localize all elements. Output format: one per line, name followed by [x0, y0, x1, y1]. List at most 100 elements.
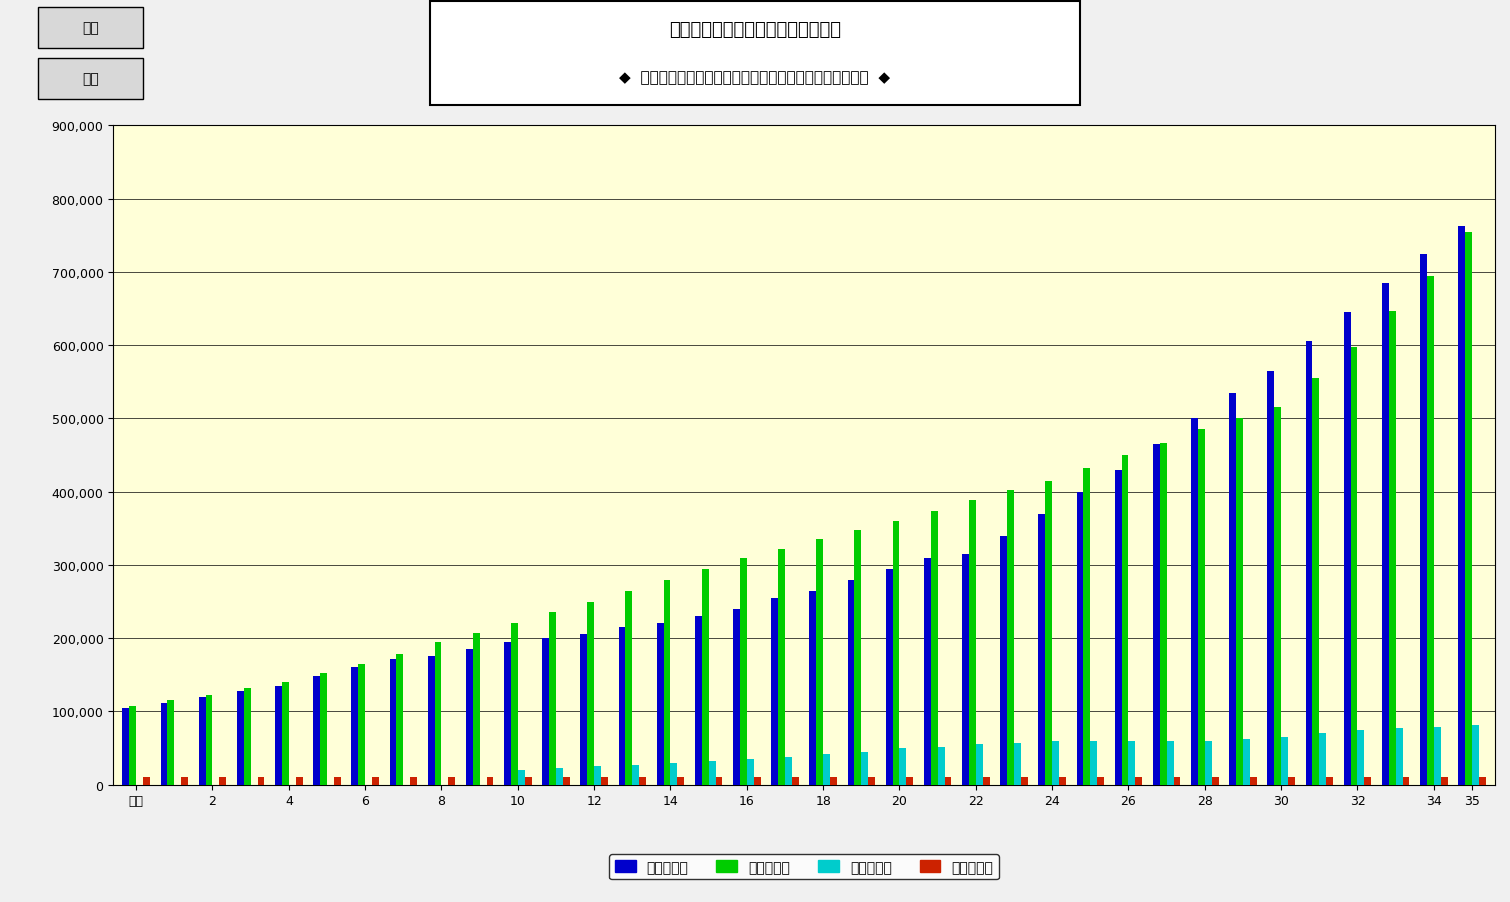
Bar — [296, 778, 302, 785]
Bar — [1084, 469, 1090, 785]
Text: ◆  事業計画による利益と資金収支の推移を比較して下さい  ◆: ◆ 事業計画による利益と資金収支の推移を比較して下さい ◆ — [619, 70, 891, 86]
Bar — [601, 778, 609, 785]
Bar — [892, 521, 900, 785]
Bar — [524, 778, 532, 785]
Bar — [1465, 233, 1472, 785]
Bar — [1077, 492, 1084, 785]
Bar — [619, 628, 625, 785]
Bar — [847, 580, 855, 785]
Bar — [563, 778, 569, 785]
Bar — [130, 706, 136, 785]
Bar — [670, 763, 678, 785]
Bar — [785, 757, 791, 785]
Bar — [1403, 778, 1409, 785]
Bar — [397, 655, 403, 785]
Bar — [772, 598, 778, 785]
Bar — [371, 778, 379, 785]
Bar — [1459, 227, 1465, 785]
Text: 【新規事業投資シミュレーション】: 【新規事業投資シミュレーション】 — [669, 22, 841, 40]
Bar — [334, 778, 341, 785]
Bar — [678, 778, 684, 785]
Bar — [1128, 741, 1136, 785]
Bar — [809, 591, 817, 785]
Bar — [1419, 254, 1427, 785]
Bar — [1441, 778, 1448, 785]
Bar — [975, 744, 983, 785]
Bar — [199, 697, 205, 785]
Bar — [906, 778, 914, 785]
Bar — [1167, 741, 1173, 785]
Bar — [1154, 445, 1160, 785]
Bar — [358, 664, 365, 785]
Bar — [1211, 778, 1219, 785]
Bar — [122, 708, 130, 785]
Bar — [1395, 729, 1403, 785]
Bar — [1160, 443, 1167, 785]
Bar — [1205, 741, 1211, 785]
Bar — [868, 778, 876, 785]
Bar — [486, 778, 494, 785]
Bar — [587, 602, 593, 785]
Bar — [1021, 778, 1028, 785]
Bar — [518, 770, 524, 785]
Bar — [791, 778, 799, 785]
Bar — [1357, 730, 1365, 785]
Bar — [740, 558, 747, 785]
Bar — [473, 633, 480, 785]
Bar — [663, 580, 670, 785]
Bar — [435, 642, 441, 785]
Bar — [160, 703, 168, 785]
Bar — [695, 616, 702, 785]
Bar — [237, 691, 243, 785]
Bar — [556, 769, 563, 785]
Bar — [1243, 740, 1250, 785]
Bar — [1326, 778, 1333, 785]
Bar — [831, 778, 837, 785]
Bar — [282, 682, 288, 785]
Bar — [625, 591, 633, 785]
Bar — [38, 59, 143, 99]
Bar — [1007, 491, 1015, 785]
Bar — [945, 778, 951, 785]
Bar — [275, 686, 282, 785]
Text: 戻る: 戻る — [82, 72, 100, 86]
Bar — [411, 778, 417, 785]
Bar — [1280, 737, 1288, 785]
Bar — [1250, 778, 1256, 785]
Bar — [861, 752, 868, 785]
Bar — [1312, 379, 1320, 785]
Bar — [1350, 348, 1357, 785]
Bar — [1382, 283, 1389, 785]
Bar — [1052, 741, 1059, 785]
Bar — [205, 695, 213, 785]
Legend: 累積利益額, 累積収支額, 当年利益額, 当年収支額: 累積利益額, 累積収支額, 当年利益額, 当年収支額 — [609, 854, 1000, 879]
Bar — [1365, 778, 1371, 785]
Bar — [1237, 419, 1243, 785]
Bar — [747, 759, 753, 785]
Bar — [817, 539, 823, 785]
Bar — [243, 688, 251, 785]
Bar — [313, 676, 320, 785]
Bar — [1045, 481, 1052, 785]
Bar — [427, 657, 435, 785]
Bar — [983, 778, 989, 785]
Bar — [593, 767, 601, 785]
Bar — [1136, 778, 1142, 785]
Bar — [352, 667, 358, 785]
Bar — [510, 624, 518, 785]
Bar — [258, 778, 264, 785]
Bar — [550, 612, 556, 785]
Bar — [1122, 456, 1128, 785]
Bar — [969, 501, 975, 785]
Bar — [1288, 778, 1296, 785]
Bar — [938, 747, 945, 785]
Text: 印刷: 印刷 — [82, 21, 100, 35]
Bar — [1472, 724, 1478, 785]
Bar — [1344, 313, 1350, 785]
Bar — [504, 642, 510, 785]
Bar — [219, 778, 226, 785]
Bar — [1173, 778, 1181, 785]
Bar — [390, 658, 397, 785]
Bar — [1320, 733, 1326, 785]
Bar — [38, 7, 143, 49]
